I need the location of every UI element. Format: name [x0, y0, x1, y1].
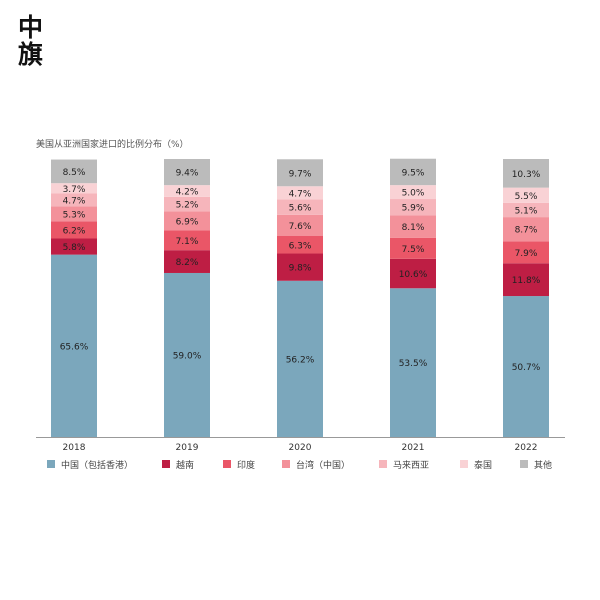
data-label: 10.3%: [512, 170, 541, 180]
x-tick-label: 2018: [63, 443, 86, 453]
data-label: 5.8%: [63, 243, 86, 253]
data-label: 8.5%: [63, 168, 86, 178]
data-label: 9.5%: [402, 168, 425, 178]
data-label: 4.7%: [63, 197, 86, 207]
data-label: 65.6%: [60, 342, 89, 352]
legend-swatch: [223, 460, 231, 468]
bar-segment: [51, 238, 97, 255]
data-label: 7.6%: [289, 222, 312, 232]
data-label: 6.9%: [176, 217, 199, 227]
bar-segment: [390, 258, 436, 289]
data-label: 4.7%: [289, 189, 312, 199]
x-tick-label: 2020: [289, 443, 312, 453]
bar-segment: [390, 158, 436, 186]
legend-label: 其他: [534, 459, 552, 471]
data-label: 5.0%: [402, 189, 425, 199]
bar-segment: [390, 288, 436, 437]
bar-segment: [164, 272, 210, 437]
bar-segment: [503, 296, 549, 437]
x-tick-label: 2021: [402, 443, 425, 453]
legend-swatch: [47, 460, 55, 468]
data-label: 5.9%: [402, 204, 425, 214]
data-label: 5.2%: [176, 201, 199, 211]
bar-segment: [164, 250, 210, 273]
data-label: 8.2%: [176, 258, 199, 268]
data-label: 6.2%: [63, 226, 86, 236]
data-label: 56.2%: [286, 355, 315, 365]
legend-label: 中国（包括香港）: [61, 459, 133, 471]
bar-segment: [51, 206, 97, 222]
legend-label: 马来西亚: [393, 460, 429, 471]
bar-segment: [277, 280, 323, 437]
bar-segment: [277, 159, 323, 187]
bar-segment: [51, 254, 97, 437]
data-label: 9.7%: [289, 169, 312, 179]
data-label: 50.7%: [512, 363, 541, 373]
bar-segment: [390, 185, 436, 200]
bar-segment: [503, 217, 549, 242]
legend-label: 台湾（中国）: [296, 459, 350, 471]
data-label: 53.5%: [399, 359, 428, 369]
bar-segment: [503, 159, 549, 188]
brand-logo-text: 中旗: [18, 13, 44, 69]
chart-title: 美国从亚洲国家进口的比例分布（%）: [36, 140, 189, 150]
legend-swatch: [460, 460, 468, 468]
x-tick-label: 2019: [176, 443, 199, 453]
data-label: 5.6%: [289, 204, 312, 214]
bar-segment: [390, 237, 436, 259]
data-label: 5.5%: [515, 192, 538, 202]
bar-segment: [503, 202, 549, 218]
x-tick-label: 2022: [515, 443, 538, 453]
legend-swatch: [379, 460, 387, 468]
data-label: 6.3%: [289, 241, 312, 251]
bar-segment: [277, 186, 323, 200]
data-label: 5.1%: [515, 207, 538, 217]
data-label: 7.9%: [515, 249, 538, 259]
bar-segment: [503, 187, 549, 203]
bar-segment: [277, 214, 323, 237]
bar-segment: [51, 221, 97, 239]
bar-segment: [51, 159, 97, 184]
bar-segment: [51, 193, 97, 207]
bar-segment: [164, 185, 210, 197]
data-label: 11.8%: [512, 276, 541, 286]
brand-logo: 中旗: [18, 14, 48, 68]
bar-segment: [277, 236, 323, 254]
bar-segment: [503, 263, 549, 297]
bar-segment: [503, 241, 549, 264]
bar-segment: [390, 199, 436, 216]
bar-segment: [164, 196, 210, 212]
legend-swatch: [520, 460, 528, 468]
data-label: 5.3%: [63, 210, 86, 220]
data-label: 8.7%: [515, 226, 538, 236]
data-label: 9.8%: [289, 264, 312, 274]
data-label: 4.2%: [176, 187, 199, 197]
bar-segment: [164, 230, 210, 251]
bar-segment: [390, 215, 436, 238]
bar-segment: [164, 159, 210, 186]
data-label: 10.6%: [399, 270, 428, 280]
bar-segment: [277, 199, 323, 215]
legend-label: 泰国: [474, 459, 492, 471]
bar-segment: [164, 211, 210, 231]
bar-segment: [277, 253, 323, 281]
legend-swatch: [162, 460, 170, 468]
legend-swatch: [282, 460, 290, 468]
bar-segment: [51, 183, 97, 194]
data-label: 7.5%: [402, 245, 425, 255]
data-label: 3.7%: [63, 185, 86, 195]
legend-label: 越南: [176, 459, 194, 471]
data-label: 7.1%: [176, 237, 199, 247]
data-label: 8.1%: [402, 223, 425, 233]
data-label: 9.4%: [176, 169, 199, 179]
legend-label: 印度: [237, 459, 255, 471]
data-label: 59.0%: [173, 351, 202, 361]
